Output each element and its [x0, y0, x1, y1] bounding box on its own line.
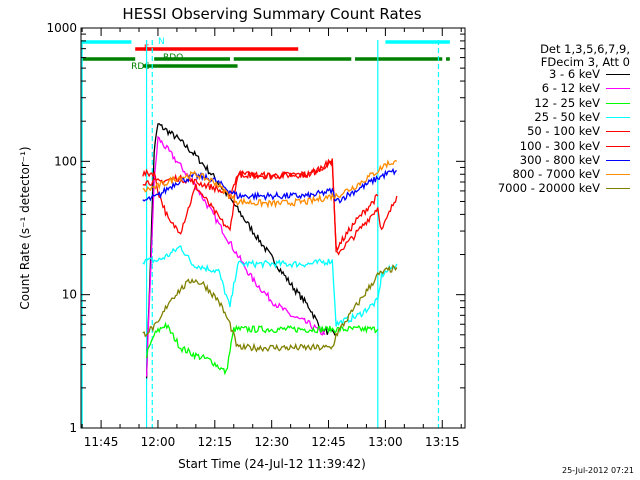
flag-label-n: N — [158, 37, 165, 47]
x-tick-label: 13:15 — [425, 435, 460, 449]
series-line-6 — [142, 167, 398, 204]
y-axis-label: Count Rate (s⁻¹ detector⁻¹) — [18, 146, 32, 309]
x-tick-label: 12:00 — [141, 435, 176, 449]
series-line-0 — [145, 123, 337, 379]
x-tick-label: 11:45 — [84, 435, 119, 449]
series-line-5 — [142, 158, 379, 252]
x-tick-label: 12:30 — [254, 435, 289, 449]
legend-swatch — [606, 116, 630, 118]
series-line-4 — [142, 158, 398, 256]
legend-item: 6 - 12 keV — [470, 81, 630, 95]
x-tick-label: 13:00 — [368, 435, 403, 449]
legend-item: 100 - 300 keV — [470, 139, 630, 153]
x-tick-label: 12:15 — [198, 435, 233, 449]
legend-swatch — [606, 74, 630, 75]
legend-header-line-2: FDecim 3, Att 0 — [540, 55, 630, 69]
legend-swatch — [606, 159, 630, 161]
y-tick-label: 1 — [69, 421, 77, 435]
legend-item-label: 3 - 6 keV — [549, 67, 600, 81]
legend-item-label: 50 - 100 keV — [527, 124, 600, 139]
legend-swatch — [606, 188, 630, 190]
y-tick-label: 100 — [54, 154, 77, 168]
series-lines — [142, 123, 398, 379]
chart-title: HESSI Observing Summary Count Rates — [122, 5, 421, 23]
legend-item-label: 100 - 300 keV — [519, 138, 600, 153]
legend-swatch — [606, 131, 630, 133]
series-line-1 — [145, 135, 326, 377]
legend-item: 50 - 100 keV — [470, 124, 630, 138]
legend-item: 800 - 7000 keV — [470, 167, 630, 181]
legend-swatch — [606, 174, 630, 176]
legend-item-label: 800 - 7000 keV — [512, 167, 600, 182]
legend-item: 12 - 25 keV — [470, 96, 630, 110]
legend-item: 3 - 6 keV — [470, 67, 630, 81]
legend-swatch — [606, 88, 630, 90]
series-line-3 — [142, 245, 398, 327]
flag-label-rd6: RD6 — [131, 62, 150, 72]
legend-swatch — [606, 145, 630, 147]
legend-item-label: 7000 - 20000 keV — [497, 181, 600, 196]
y-tick-label: 1000 — [46, 21, 77, 35]
y-axis: 1 10 100 1000 — [46, 21, 465, 435]
legend-swatch — [606, 102, 630, 104]
x-axis-label: Start Time (24-Jul-12 11:39:42) — [178, 457, 366, 471]
footer-date: 25-Jul-2012 07:21 — [562, 466, 635, 475]
y-tick-label: 10 — [62, 288, 77, 302]
legend-header-line-1: Det 1,3,5,6,7,9, — [540, 42, 630, 56]
legend-item-label: 6 - 12 keV — [541, 81, 600, 96]
legend-item: 300 - 800 keV — [470, 153, 630, 167]
legend-item: 7000 - 20000 keV — [470, 181, 630, 195]
legend-item-label: 25 - 50 keV — [534, 109, 600, 124]
plot-frame — [80, 27, 466, 429]
legend-item: 25 - 50 keV — [470, 110, 630, 124]
flag-label-rdo: RDO — [163, 53, 183, 63]
legend-item-label: 12 - 25 keV — [534, 95, 600, 110]
series-line-8 — [142, 264, 398, 353]
x-tick-label: 12:45 — [311, 435, 346, 449]
x-axis: 11:45 12:00 12:15 12:30 12:45 13:00 13:15 — [81, 28, 462, 449]
legend-item-label: 300 - 800 keV — [519, 152, 600, 167]
flag-vertical-lines — [81, 40, 440, 428]
flag-bars: NFRDORD6 — [82, 37, 450, 72]
series-line-2 — [145, 321, 379, 376]
series-line-7 — [142, 159, 398, 209]
